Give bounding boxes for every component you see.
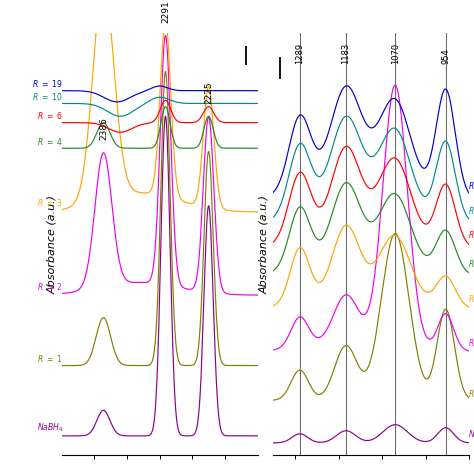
Text: 1070: 1070 <box>391 42 400 64</box>
Text: $\mathit{R}$ $\mathit{=}$ $\mathit{4}$: $\mathit{R}$ $\mathit{=}$ $\mathit{4}$ <box>37 136 63 146</box>
Text: $\mathit{NaBH_4}$: $\mathit{NaBH_4}$ <box>468 429 474 441</box>
Text: $\mathit{R}$ $\mathit{=}$ $\mathit{19}$: $\mathit{R}$ $\mathit{=}$ $\mathit{19}$ <box>468 180 474 191</box>
Text: $\mathit{R}$ $\mathit{=}$ $\mathit{1}$: $\mathit{R}$ $\mathit{=}$ $\mathit{1}$ <box>37 353 63 364</box>
Y-axis label: Absorbance (a.u.): Absorbance (a.u.) <box>47 195 57 293</box>
Text: $\mathit{R}$ $\mathit{=}$ $\mathit{10}$: $\mathit{R}$ $\mathit{=}$ $\mathit{10}$ <box>32 91 63 102</box>
Text: $\mathit{NaBH_4}$: $\mathit{NaBH_4}$ <box>36 422 63 434</box>
Text: $\mathit{R}$ $\mathit{=}$ $\mathit{10}$: $\mathit{R}$ $\mathit{=}$ $\mathit{10}$ <box>468 205 474 216</box>
Text: $\mathit{R}$ $\mathit{=}$ $\mathit{19}$: $\mathit{R}$ $\mathit{=}$ $\mathit{19}$ <box>32 78 63 89</box>
Text: 1289: 1289 <box>295 42 304 64</box>
Text: 1183: 1183 <box>341 42 350 64</box>
Text: $\mathit{R}$ $\mathit{=}$ $\mathit{3}$: $\mathit{R}$ $\mathit{=}$ $\mathit{3}$ <box>468 293 474 304</box>
Text: $\mathit{R}$ $\mathit{=}$ $\mathit{3}$: $\mathit{R}$ $\mathit{=}$ $\mathit{3}$ <box>37 197 63 208</box>
Text: $\mathit{R}$ $\mathit{=}$ $\mathit{2}$: $\mathit{R}$ $\mathit{=}$ $\mathit{2}$ <box>37 281 63 292</box>
Text: $\mathit{R}$ $\mathit{=}$ $\mathit{2}$: $\mathit{R}$ $\mathit{=}$ $\mathit{2}$ <box>468 337 474 348</box>
Text: 2386: 2386 <box>99 117 108 140</box>
Text: $\mathit{R}$ $\mathit{=}$ $\mathit{4}$: $\mathit{R}$ $\mathit{=}$ $\mathit{4}$ <box>468 258 474 269</box>
Text: 2291: 2291 <box>161 0 170 23</box>
Text: 954: 954 <box>441 48 450 64</box>
Text: $\mathit{R}$ $\mathit{=}$ $\mathit{6}$: $\mathit{R}$ $\mathit{=}$ $\mathit{6}$ <box>37 110 63 121</box>
Text: $\mathit{R}$ $\mathit{=}$ $\mathit{1}$: $\mathit{R}$ $\mathit{=}$ $\mathit{1}$ <box>468 388 474 399</box>
Y-axis label: Absorbance (a.u.): Absorbance (a.u.) <box>259 195 269 293</box>
Text: $\mathit{R}$ $\mathit{=}$ $\mathit{6}$: $\mathit{R}$ $\mathit{=}$ $\mathit{6}$ <box>468 229 474 240</box>
Text: 2225: 2225 <box>204 82 213 104</box>
